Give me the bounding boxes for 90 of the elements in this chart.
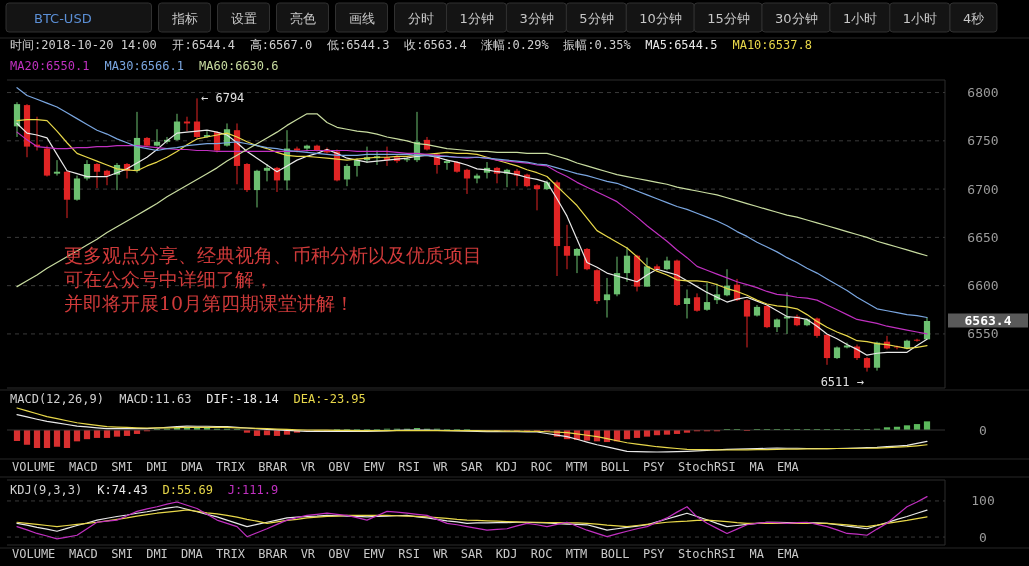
text: KDJ (495, 460, 518, 474)
text: BRAR (258, 547, 289, 561)
text: VOLUME (12, 460, 56, 474)
text: OBV (328, 547, 350, 561)
text: 设置 (230, 11, 257, 26)
y-tick-label: 6750 (967, 133, 999, 149)
y-tick-label: 6800 (967, 85, 999, 101)
text: KDJ (495, 547, 518, 561)
y-tick-label: 0 (979, 529, 987, 545)
text: VR (300, 460, 316, 474)
text: MA10:6537.8 (732, 38, 812, 52)
text: MA20:6550.1 (10, 59, 90, 73)
text: MACD (68, 460, 98, 474)
text: DMI (146, 460, 168, 474)
text: MACD:11.63 (119, 392, 192, 406)
text: 15分钟 (707, 11, 750, 26)
text: VOLUME (12, 547, 56, 561)
text: MTM (565, 547, 588, 561)
text: MTM (565, 460, 588, 474)
series-label: K:74.43 (97, 483, 148, 497)
text: 指标 (170, 11, 198, 26)
text: 亮色 (289, 11, 316, 26)
chart-title: MACD(12,26,9) (10, 392, 104, 406)
y-tick-label: 6550 (967, 326, 999, 342)
text: 4秒 (963, 11, 985, 26)
text: SAR (460, 460, 484, 474)
text: MACD (68, 547, 98, 561)
series-label: DEA:-23.95 (293, 392, 366, 406)
text: EMA (777, 460, 800, 474)
text: DMA (181, 460, 204, 474)
annotation: ← 6794 (201, 91, 245, 105)
series-label: DIF:-18.14 (206, 392, 279, 406)
text: 涨幅:0.29% (481, 38, 550, 52)
text: 高:6567.0 (249, 38, 313, 52)
text: BTC-USD (34, 11, 92, 26)
annotation: 并即将开展10月第四期课堂讲解！ (64, 292, 355, 314)
series-label: D:55.69 (162, 483, 214, 497)
text: 收:6563.4 (404, 38, 467, 52)
text: 画线 (348, 11, 375, 26)
text: StochRSI (677, 460, 736, 474)
text: EMA (777, 547, 800, 561)
text: 3分钟 (519, 11, 554, 26)
y-tick-label: 100 (971, 493, 995, 509)
text: SMI (111, 547, 133, 561)
text: MA60:6630.6 (199, 59, 279, 73)
text: 振幅:0.35% (563, 38, 632, 52)
text: 5分钟 (579, 11, 614, 26)
y-tick-label: 6650 (967, 229, 999, 245)
text: RSI (398, 547, 420, 561)
text: 1小时 (902, 11, 938, 26)
text: 1分钟 (459, 11, 494, 26)
text: SAR (460, 547, 484, 561)
text: WR (433, 460, 449, 474)
y-tick-label: 6700 (967, 181, 999, 197)
text: 1小时 (842, 11, 878, 26)
annotation: 可在公众号中详细了解， (64, 268, 273, 290)
text: OBV (328, 460, 350, 474)
text: BRAR (258, 460, 289, 474)
y-tick-label: 6600 (967, 278, 999, 294)
text: 10分钟 (639, 11, 682, 26)
text: PSY (642, 460, 666, 474)
text: VR (300, 547, 316, 561)
text: PSY (642, 547, 666, 561)
text: MA30:6566.1 (104, 59, 184, 73)
text: BOLL (600, 460, 630, 474)
text: EMV (363, 460, 385, 474)
text: MA5:6544.5 (645, 38, 718, 52)
text: EMV (363, 547, 385, 561)
text: RSI (398, 460, 420, 474)
text: 时间:2018-10-20 14:00 (10, 38, 157, 52)
text: WR (433, 547, 449, 561)
text: 分时 (407, 11, 434, 26)
text: 低:6544.3 (326, 38, 390, 52)
text: BOLL (600, 547, 630, 561)
text: J:111.9 (227, 483, 279, 497)
text: DMA (181, 547, 204, 561)
text: StochRSI (677, 547, 736, 561)
chart-title: KDJ(9,3,3) (10, 483, 83, 497)
annotation: 6511 → (820, 375, 864, 389)
text: 30分钟 (775, 11, 818, 26)
text: TRIX (216, 460, 246, 474)
text: DMI (146, 547, 168, 561)
text: ROC (530, 547, 553, 561)
text: MA (749, 460, 765, 474)
text: MA (749, 547, 765, 561)
text: ROC (530, 460, 553, 474)
text: SMI (111, 460, 133, 474)
text: 开:6544.4 (172, 38, 236, 52)
text: 6563.4 (964, 313, 1012, 328)
text: TRIX (216, 547, 246, 561)
